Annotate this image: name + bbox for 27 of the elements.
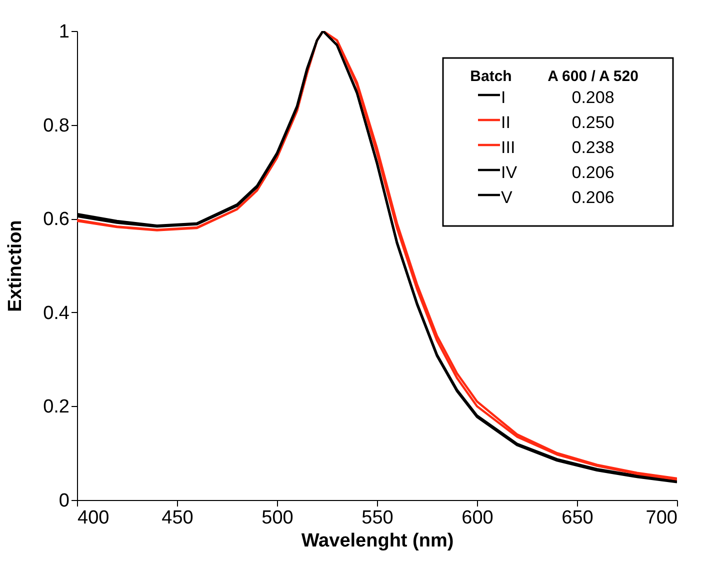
y-tick-label: 0.4 [43, 302, 70, 324]
annotation: A 600 / A 520 [548, 68, 638, 85]
y-tick-label: 0.8 [43, 115, 70, 136]
legend-label: V [501, 188, 513, 207]
y-tick-label: 0 [58, 490, 70, 512]
x-tick-label: 450 [162, 508, 194, 528]
legend-label: IV [501, 163, 518, 182]
y-axis-title: Extinction [5, 220, 26, 312]
x-tick-label: 650 [562, 508, 594, 528]
x-axis-title: Wavelenght (nm) [301, 530, 454, 552]
legend-label: II [501, 113, 510, 132]
annotation: 0.208 [572, 88, 614, 107]
annotation: 0.206 [572, 163, 614, 182]
x-tick-label: 400 [78, 508, 110, 528]
y-tick-label: 0.6 [43, 209, 70, 230]
x-tick-label: 550 [362, 508, 394, 528]
annotation: 0.238 [572, 138, 614, 157]
y-tick-label: 0.2 [43, 396, 70, 418]
annotation: 0.250 [572, 113, 614, 132]
legend-title: Batch [470, 68, 512, 85]
y-tick-label: 1 [58, 22, 70, 42]
x-tick-label: 600 [462, 508, 494, 528]
annotation: 0.206 [572, 188, 614, 207]
x-tick-label: 700 [646, 508, 678, 528]
legend-label: I [501, 88, 506, 107]
x-tick-label: 500 [262, 508, 294, 528]
legend-label: III [501, 138, 516, 157]
